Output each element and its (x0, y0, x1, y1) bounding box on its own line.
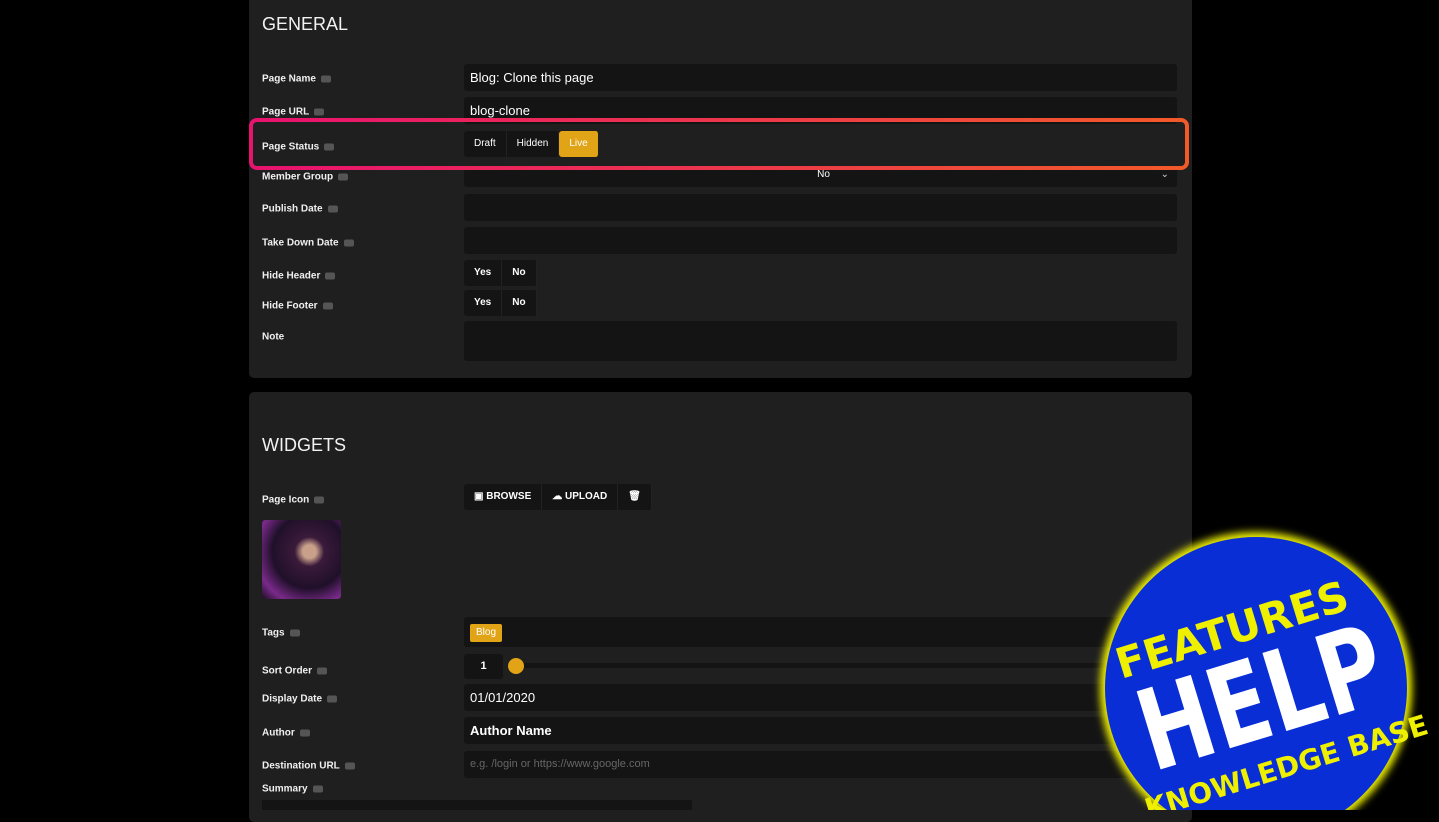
widgets-panel (249, 392, 1192, 822)
label: Note (262, 331, 285, 343)
general-panel (249, 0, 1192, 378)
label: Hide Header (262, 271, 335, 282)
slider-track (512, 663, 1177, 668)
section-title: GENERAL (262, 14, 349, 34)
toggle-button[interactable]: Yes (464, 260, 503, 286)
button-group: Yes No (464, 260, 537, 286)
chevron: ⌄ (1160, 169, 1169, 180)
status-button[interactable]: Draft (464, 131, 507, 157)
editor-toolbar (262, 800, 692, 810)
upload-button[interactable]: ☁ UPLOAD (542, 484, 619, 510)
text-input[interactable]: Author Name (464, 717, 1177, 744)
button-group: ▣ BROWSE ☁ UPLOAD 🗑 (464, 484, 652, 510)
slider-knob[interactable] (508, 658, 524, 674)
label: Tags (262, 628, 300, 639)
browse-button[interactable]: ▣ BROWSE (464, 484, 543, 510)
toggle-button[interactable]: No (502, 260, 537, 286)
tag[interactable]: Blog (470, 624, 503, 642)
label: Author (262, 728, 310, 739)
date-input[interactable] (464, 227, 1177, 254)
textarea[interactable] (464, 321, 1177, 361)
status-button[interactable]: Live (559, 131, 599, 157)
number-input[interactable]: 1 (464, 654, 503, 679)
section-title: WIDGETS (262, 435, 346, 455)
label: Page Status (262, 142, 334, 153)
select-value: No (817, 169, 830, 180)
label: Member Group (262, 172, 348, 183)
label: Sort Order (262, 666, 327, 677)
text-input[interactable]: blog-clone (464, 97, 1177, 124)
label: Page Icon (262, 495, 324, 506)
label: Summary (262, 784, 323, 795)
button-group: Draft Hidden Live (464, 131, 599, 157)
label: Publish Date (262, 204, 338, 215)
label: Hide Footer (262, 301, 333, 312)
tag-input[interactable]: Blog (464, 617, 1177, 647)
label: Page URL (262, 107, 324, 118)
select[interactable]: No ⌄ (464, 168, 1177, 187)
label: Display Date (262, 694, 337, 705)
label: Page Name (262, 74, 331, 85)
page-icon-image (262, 520, 341, 599)
toggle-button[interactable]: Yes (464, 290, 503, 316)
date-input[interactable] (464, 194, 1177, 221)
button-text: BROWSE (486, 491, 532, 502)
button-group: Yes No (464, 290, 537, 316)
text-input[interactable]: e.g. /login or https://www.google.com (464, 751, 1177, 778)
delete-button[interactable]: 🗑 (618, 484, 652, 510)
status-button[interactable]: Hidden (507, 131, 560, 157)
text-input[interactable]: Blog: Clone this page (464, 64, 1177, 91)
label: Destination URL (262, 761, 355, 772)
toggle-button[interactable]: No (502, 290, 537, 316)
date-input[interactable]: 01/01/2020 (464, 684, 1177, 711)
label: Take Down Date (262, 238, 354, 249)
button-text: UPLOAD (565, 491, 608, 502)
